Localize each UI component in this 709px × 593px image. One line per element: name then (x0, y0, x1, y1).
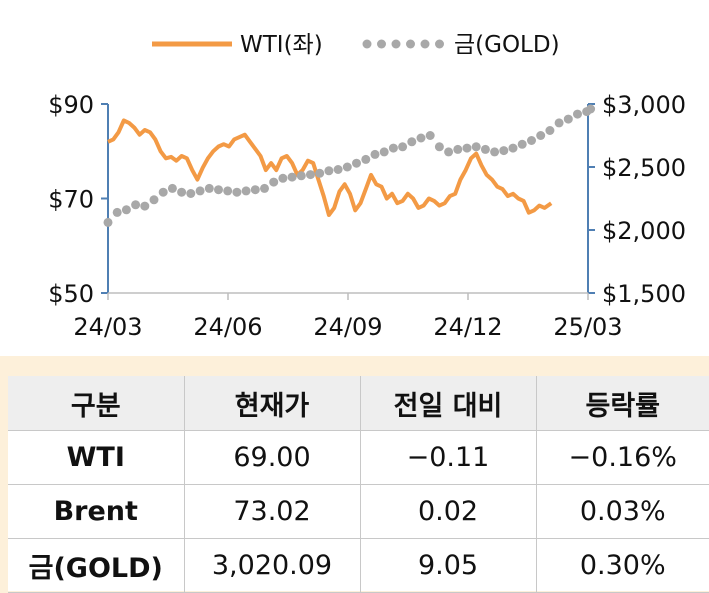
gold-series-point (499, 146, 509, 156)
x-tick-label: 24/12 (433, 313, 502, 341)
gold-series-point (112, 207, 122, 217)
gold-series-point (554, 118, 564, 128)
gold-series-point (315, 168, 325, 178)
gold-series-point (324, 166, 334, 176)
gold-series-point (444, 147, 454, 157)
legend-gold-swatch-dot (406, 39, 415, 49)
row-current-price: 73.02 (184, 484, 361, 539)
right-tick-label: $2,000 (602, 217, 686, 245)
gold-series-point (306, 170, 315, 180)
gold-series-point (425, 131, 435, 140)
gold-series-point (407, 137, 417, 147)
gold-series-point (204, 183, 214, 193)
row-current-price: 3,020.09 (184, 538, 361, 593)
gold-series-point (462, 143, 472, 153)
row-daily-change: −0.11 (360, 430, 537, 485)
gold-series-point (453, 144, 463, 154)
header-category: 구분 (8, 376, 185, 431)
gold-series-point (388, 143, 398, 153)
row-name: 금(GOLD) (8, 538, 185, 593)
gold-series-point (490, 147, 500, 157)
row-name: WTI (8, 430, 185, 485)
legend-gold-swatch-dot (362, 39, 372, 49)
wti-series-line (107, 118, 553, 217)
row-name: Brent (8, 484, 185, 539)
gold-series-point (352, 158, 361, 168)
gold-series-point (241, 186, 251, 196)
gold-series-point (232, 187, 242, 197)
gold-series-point (278, 173, 288, 183)
legend-gold-swatch-dot (420, 39, 430, 49)
gold-series-point (480, 144, 490, 154)
header-daily-change: 전일 대비 (360, 376, 537, 431)
gold-series-point (260, 183, 269, 193)
gold-series-point (269, 177, 279, 187)
gold-series-point (296, 171, 306, 181)
gold-series-point (361, 154, 371, 164)
legend-wti-label: WTI(좌) (240, 32, 323, 58)
table-row: WTI 69.00 −0.11 −0.16% (8, 430, 709, 485)
gold-series-point (177, 187, 187, 197)
table-panel: 구분 현재가 전일 대비 등락률 WTI 69.00 −0.11 −0.16% … (8, 376, 709, 593)
left-tick-label: $90 (48, 91, 94, 119)
gold-series-point (333, 165, 343, 174)
price-chart: $90 $70 $50 $3,000 $2,500 $2,000 $1,500 24/03 24… (48, 32, 686, 341)
table-row: 금(GOLD) 3,020.09 9.05 0.30% (8, 538, 709, 593)
gold-series-point (121, 205, 131, 215)
gold-series-point (195, 186, 205, 196)
gold-series-point (214, 185, 223, 195)
x-tick-label: 25/03 (553, 313, 622, 341)
table-header-row: 구분 현재가 전일 대비 등락률 (8, 376, 709, 431)
gold-series-point (186, 189, 196, 198)
gold-series-point (103, 217, 113, 227)
x-tick-label: 24/09 (313, 313, 382, 341)
legend-gold-swatch-dot (377, 39, 386, 49)
gold-series-point (471, 142, 481, 152)
legend-gold-swatch-dot (391, 39, 401, 49)
right-tick-label: $2,500 (602, 154, 686, 182)
table-row: Brent 73.02 0.02 0.03% (8, 484, 709, 539)
gold-series-point (131, 200, 141, 210)
quote-table: 구분 현재가 전일 대비 등락률 WTI 69.00 −0.11 −0.16% … (8, 376, 709, 593)
gold-series-point (563, 114, 573, 124)
gold-series-point (398, 142, 408, 152)
gold-series-point (527, 136, 536, 145)
gold-series-point (517, 139, 527, 149)
gold-series-point (508, 143, 518, 153)
right-tick-label: $1,500 (602, 280, 686, 308)
row-change-rate: 0.03% (536, 484, 709, 539)
gold-series-point (287, 172, 297, 182)
row-change-rate: −0.16% (536, 430, 709, 485)
gold-series-point (545, 126, 555, 135)
gold-series-point (586, 104, 596, 114)
row-daily-change: 9.05 (360, 538, 537, 593)
left-tick-label: $70 (48, 186, 94, 214)
left-tick-label: $50 (48, 280, 94, 308)
gold-series-point (536, 131, 546, 140)
x-tick-label: 24/03 (73, 313, 142, 341)
gold-series-point (223, 186, 233, 196)
gold-series-point (379, 147, 389, 157)
row-current-price: 69.00 (184, 430, 361, 485)
gold-series-point (149, 195, 159, 205)
gold-series-point (342, 162, 352, 172)
row-daily-change: 0.02 (360, 484, 537, 539)
legend-gold-swatch-dot (435, 39, 444, 49)
x-tick-label: 24/06 (193, 313, 262, 341)
gold-series-point (370, 149, 380, 159)
gold-series-point (250, 185, 260, 195)
right-tick-label: $3,000 (602, 91, 686, 119)
gold-series-point (416, 133, 426, 143)
header-change-rate: 등락률 (536, 376, 709, 431)
legend-gold-label: 금(GOLD) (454, 32, 560, 58)
gold-series-point (573, 109, 582, 119)
chart-panel: $90 $70 $50 $3,000 $2,500 $2,000 $1,500 24/03 24… (0, 0, 709, 356)
gold-series-point (140, 201, 150, 211)
row-change-rate: 0.30% (536, 538, 709, 593)
gold-series-point (158, 187, 168, 197)
gold-series-point (434, 142, 444, 152)
header-current-price: 현재가 (184, 376, 361, 431)
gold-series-point (167, 183, 177, 193)
